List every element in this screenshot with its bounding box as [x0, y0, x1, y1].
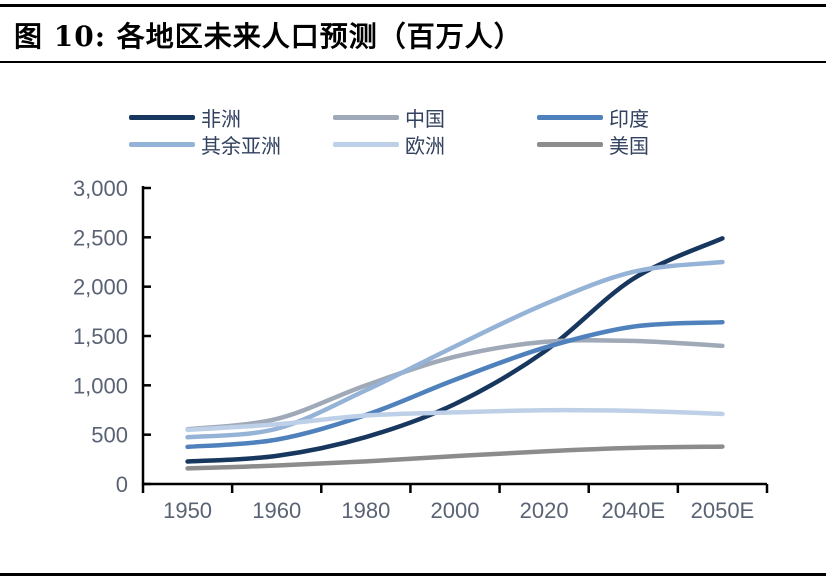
legend-swatch-usa [537, 142, 603, 147]
legend-swatch-china [333, 115, 399, 120]
x-tick-label: 1980 [341, 498, 390, 523]
legend-item-usa: 美国 [537, 130, 741, 159]
series-line-usa [185, 444, 725, 471]
x-tick-label: 1950 [163, 498, 212, 523]
y-tick-label: 0 [116, 472, 128, 497]
legend-item-rest-of-asia: 其余亚洲 [129, 130, 333, 159]
legend-item-europe: 欧洲 [333, 130, 537, 159]
legend-label-rest-of-asia: 其余亚洲 [201, 134, 281, 158]
series-line-rest-of-asia [185, 259, 725, 440]
y-tick-label: 1,500 [73, 324, 128, 349]
chart-axes: 0 500 1,000 1,500 2,000 2,500 3,000 1950 1960 198… [73, 176, 769, 523]
legend-swatch-europe [333, 142, 399, 147]
y-tick-label: 2,500 [73, 225, 128, 250]
title-divider-rule [0, 61, 826, 63]
legend-swatch-africa [129, 115, 195, 120]
x-tick-label: 2040E [601, 498, 665, 523]
series-line-china [185, 337, 725, 432]
y-tick-label: 2,000 [73, 275, 128, 300]
legend-item-china: 中国 [333, 103, 537, 132]
series-line-india [185, 319, 725, 450]
series-line-europe [185, 407, 725, 433]
legend-label-africa: 非洲 [201, 107, 241, 131]
legend-swatch-india [537, 115, 603, 120]
figure-title: 图 10: 各地区未来人口预测（百万人） [14, 20, 523, 53]
axis-lines [141, 186, 767, 486]
x-tick-label: 2000 [431, 498, 480, 523]
legend-label-usa: 美国 [609, 134, 649, 158]
x-tick-label: 2020 [520, 498, 569, 523]
x-tick-label: 1960 [252, 498, 301, 523]
legend-label-europe: 欧洲 [405, 134, 445, 158]
legend-item-africa: 非洲 [129, 103, 333, 132]
y-tick-label: 1,000 [73, 373, 128, 398]
chart-legend: 非洲 中国 印度其余亚洲 欧洲 美国 [129, 104, 741, 158]
legend-item-india: 印度 [537, 103, 741, 132]
figure-bottom-rule [0, 573, 826, 576]
y-tick-label: 500 [91, 423, 128, 448]
chart-series [185, 236, 725, 471]
series-line-africa [185, 236, 725, 464]
legend-swatch-rest-of-asia [129, 142, 195, 147]
y-tick-label: 3,000 [73, 176, 128, 201]
legend-label-india: 印度 [609, 107, 649, 131]
figure-top-rule [0, 4, 826, 7]
x-tick-label: 2050E [691, 498, 755, 523]
legend-label-china: 中国 [405, 107, 445, 131]
